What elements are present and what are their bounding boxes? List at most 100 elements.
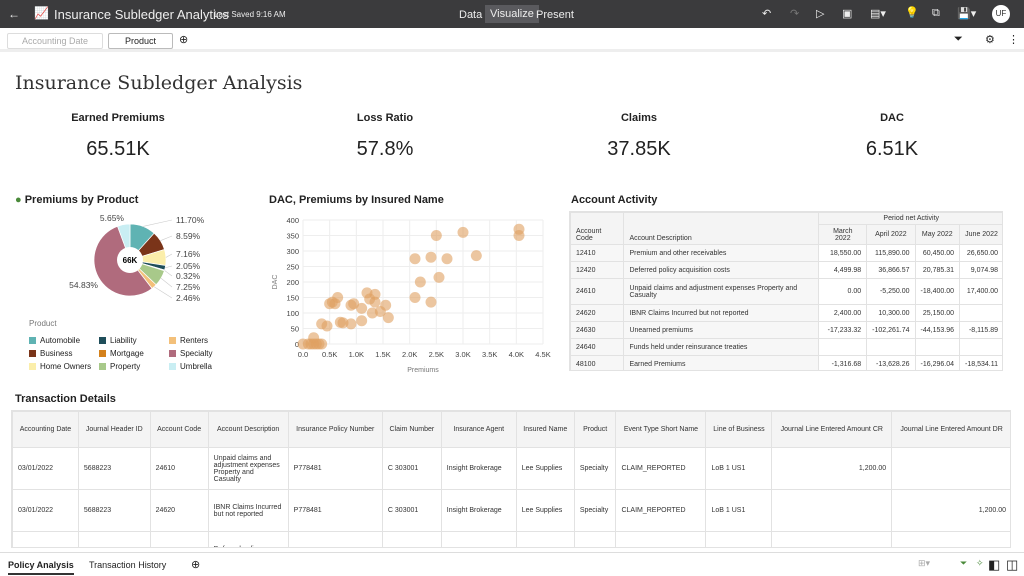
tab-data[interactable]: Data [459,9,483,21]
col-header[interactable]: Account Description [207,411,289,448]
legend-item[interactable]: Liability [99,336,137,345]
scatter-point[interactable] [425,251,437,263]
legend-item[interactable]: Specialty [169,349,212,358]
legend-label: Home Owners [40,362,92,371]
scatter-point[interactable] [470,250,482,262]
layout-icon[interactable]: ⊞▾ [918,558,931,568]
scatter-point[interactable] [316,338,328,350]
sparkle-icon[interactable]: ✧ [976,558,984,568]
scatter-point[interactable] [409,253,421,265]
scatter-point[interactable] [513,230,525,241]
legend-item[interactable]: Automobile [29,336,80,345]
table-row[interactable]: 03/01/2022 5688223 24610 Unpaid claims and … [12,447,1010,490]
panel-split-icon[interactable]: ◫ [1006,557,1019,572]
scatter-point[interactable] [356,315,368,327]
tab-policy-analysis[interactable]: Policy Analysis [8,560,74,575]
panel-left-icon[interactable]: ◧ [988,557,1001,572]
add-filter-icon[interactable]: ⊕ [179,34,189,46]
redo-icon[interactable]: ↷ [790,8,800,20]
play-icon[interactable]: ▷ [816,8,825,20]
cell: 1,200.00 [771,447,893,490]
scatter-point[interactable] [345,318,357,330]
scatter-point[interactable] [369,296,381,308]
col-header[interactable]: Journal Header ID [77,411,151,448]
scatter-point[interactable] [369,288,381,300]
col-header[interactable]: Journal Line Entered Amount DR [891,411,1010,448]
scatter-point[interactable] [414,276,426,288]
scatter-point[interactable] [337,317,349,329]
scatter-point[interactable] [457,226,469,238]
leader-line [160,235,173,241]
table-row[interactable]: 24620 IBNR Claims Incurred but not report… [570,304,1002,322]
tab-transaction-history[interactable]: Transaction History [89,560,167,570]
scatter-point[interactable] [308,332,320,344]
scatter-point[interactable] [425,296,437,308]
export-icon[interactable]: ⧉ [932,7,940,19]
table-row[interactable]: 24610 Unpaid claims and adjustment expens… [570,278,1002,305]
cell: 10,300.00 [866,304,916,322]
scatter-point[interactable] [380,299,392,311]
scatter-point[interactable] [433,271,445,283]
leader-line [165,265,173,269]
col-header[interactable]: Account Code [149,411,209,448]
col-header: Account Description [623,212,820,245]
col-header[interactable]: Insurance Policy Number [287,411,383,448]
legend-label: Liability [110,336,137,345]
table-row[interactable]: 12420 Deferred policy acquisition costs 4,… [570,261,1002,279]
pie-title: ● Premiums by Product [15,194,139,206]
table-row[interactable]: 24630 Unearned premiums -17,233.32 -102,261… [570,321,1002,339]
legend-item[interactable]: Business [29,349,72,358]
tab-present[interactable]: Present [536,9,574,21]
scatter-point[interactable] [348,298,360,310]
legend-item[interactable]: Mortgage [99,349,144,358]
scatter-point[interactable] [356,302,368,314]
transaction-details-table[interactable]: Accounting Date Journal Header ID Account … [11,410,1011,548]
undo-icon[interactable]: ↶ [762,8,772,20]
col-header[interactable]: Accounting Date [12,411,79,448]
scatter-point[interactable] [382,312,394,324]
properties-icon[interactable]: ▤▾ [870,8,886,20]
account-activity-table[interactable]: Account Code Account Description Period ne… [569,211,1003,371]
scatter-point[interactable] [321,320,333,332]
add-canvas-icon[interactable]: ⊕ [191,559,201,571]
scatter-point[interactable] [409,292,421,303]
kpi-loss-ratio: Loss Ratio 57.8% [356,112,414,160]
table-row[interactable]: 03/01/2022 5688223 24620 IBNR Claims Incurr… [12,489,1010,532]
cell: 25,150.00 [914,304,961,322]
col-header[interactable]: Insured Name [515,411,575,448]
legend-item[interactable]: Renters [169,336,208,345]
data-icon[interactable]: ▣ [842,8,853,20]
table-row[interactable]: 48100 Earned Premiums -1,316.68 -13,628.26-… [570,355,1002,370]
scatter-point[interactable] [332,292,344,303]
x-tick-label: 1.5K [375,350,390,359]
table-row[interactable]: 03/01/2022568831112420Deferred policy ac… [12,531,1010,547]
scatter-point[interactable] [430,230,442,241]
slice-label: 7.25% [176,282,201,292]
settings-icon[interactable]: ⚙ [985,34,995,46]
col-header[interactable]: Claim Number [381,411,442,448]
tab-visualize[interactable]: Visualize [485,5,539,23]
col-header[interactable]: Insurance Agent [440,411,517,448]
legend-item[interactable]: Home Owners [29,362,91,371]
filter-icon[interactable]: ⏷ [960,558,968,568]
avatar[interactable]: UF [992,5,1010,23]
cell: -1,316.68 [818,355,868,370]
col-header[interactable]: Line of Business [705,411,773,448]
col-header[interactable]: Journal Line Entered Amount CR [771,411,893,448]
table-row[interactable]: 24640 Funds held under reinsurance treati… [570,338,1002,356]
filter-icon[interactable]: ⏷ [954,33,963,45]
col-header[interactable]: Product [573,411,617,448]
slice-label: 2.05% [176,261,201,271]
table-row[interactable]: 12410 Premium and other receivables 18,550… [570,244,1002,262]
filter-accounting-date[interactable]: Accounting Date [7,33,103,49]
back-icon[interactable]: ← [8,7,20,21]
filter-product[interactable]: Product [108,33,173,49]
group-header: Period net Activity [818,212,1002,226]
scatter-point[interactable] [441,253,453,265]
legend-item[interactable]: Property [99,362,140,371]
save-icon[interactable]: 💾▾ [957,8,977,20]
legend-item[interactable]: Umbrella [169,362,212,371]
more-icon[interactable]: ⋮ [1008,34,1019,46]
col-header[interactable]: Event Type Short Name [615,411,707,448]
insights-icon[interactable]: 💡 [905,7,919,19]
